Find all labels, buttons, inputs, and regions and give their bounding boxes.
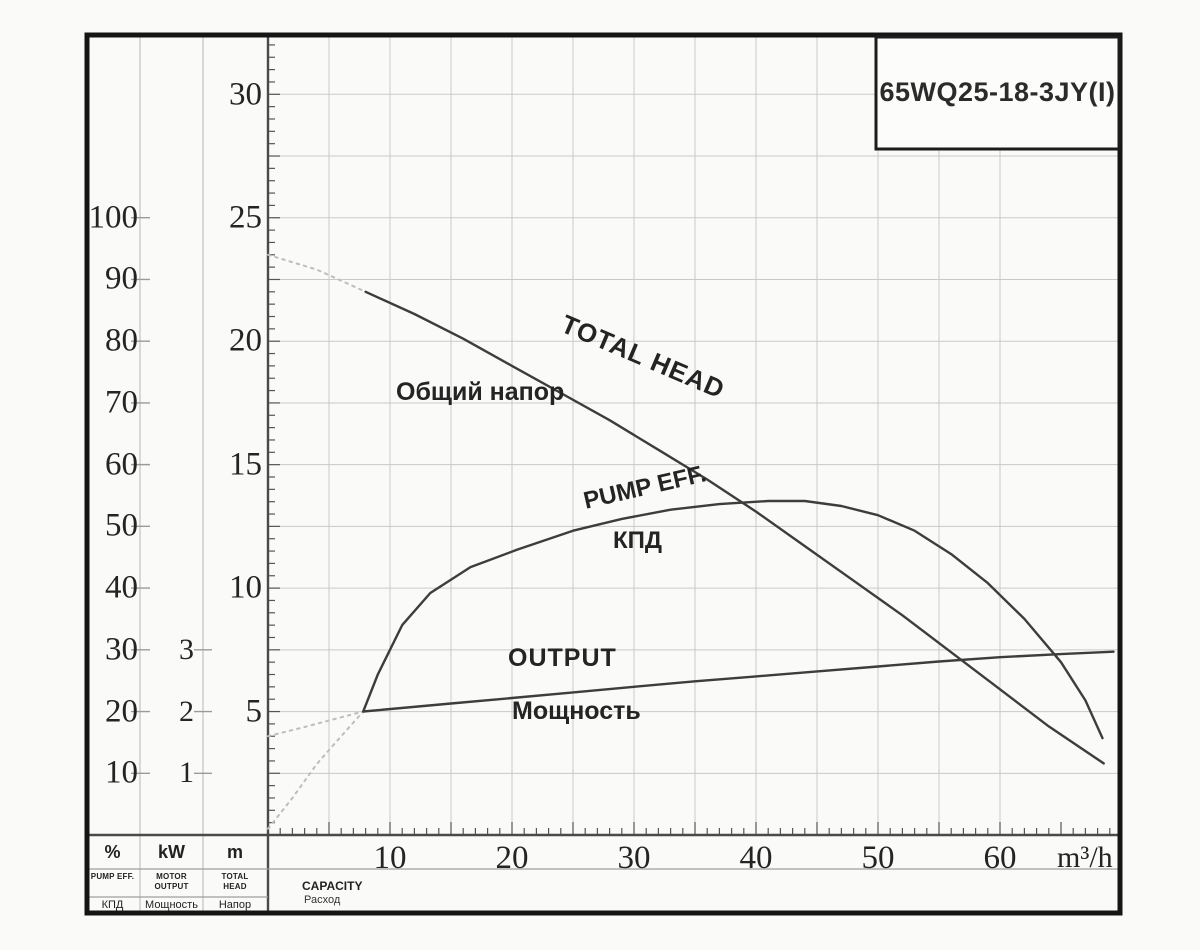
pct-tick-80: 80 <box>105 322 138 359</box>
output-label-en: OUTPUT <box>508 644 617 672</box>
total-head-label-ru: Общий напор <box>396 378 565 406</box>
x-tick-20: 20 <box>495 840 529 876</box>
pct-tick-100: 100 <box>88 199 139 236</box>
m-tick-20: 20 <box>229 322 262 359</box>
footer-ru-kpd: КПД <box>101 899 124 911</box>
curves <box>267 253 1115 830</box>
chart-border <box>84 32 1123 916</box>
curve-output-dotted-extension <box>267 710 365 738</box>
m-tick-15: 15 <box>229 446 262 483</box>
footer-en-total-head: TOTAL HEAD <box>221 872 249 891</box>
pump-eff-label-ru: КПД <box>613 527 662 554</box>
footer-ru-moshchnost: Мощность <box>145 899 198 911</box>
x-axis-unit: m³/h <box>1057 841 1113 874</box>
curve-total-head <box>364 290 1105 765</box>
model-title-box <box>874 35 1121 151</box>
m-tick-10: 10 <box>229 569 262 606</box>
model-number: 65WQ25-18-3JY(I) <box>879 77 1116 107</box>
x-tick-30: 30 <box>617 840 651 876</box>
pct-tick-10: 10 <box>105 754 138 791</box>
curve-pump-eff-dotted-extension <box>267 710 365 830</box>
x-tick-60: 60 <box>983 840 1017 876</box>
curve-output <box>362 650 1115 713</box>
gridlines <box>268 35 1120 835</box>
pct-tick-90: 90 <box>105 260 138 297</box>
x-tick-40: 40 <box>739 840 773 876</box>
footer-en-motor-output: MOTOR OUTPUT <box>154 872 189 891</box>
capacity-label-en: CAPACITY <box>302 879 363 893</box>
m-tick-30: 30 <box>229 76 262 113</box>
x-tick-50: 50 <box>861 840 895 876</box>
pct-tick-70: 70 <box>105 384 138 421</box>
kw-tick-2: 2 <box>179 695 194 728</box>
pct-tick-20: 20 <box>105 693 138 730</box>
m-tick-5: 5 <box>245 693 263 730</box>
kw-tick-3: 3 <box>179 633 194 666</box>
curve-total-head-dotted-extension <box>267 253 367 293</box>
x-tick-10: 10 <box>373 840 407 876</box>
pct-tick-50: 50 <box>105 507 138 544</box>
footer-symbol-percent: % <box>104 842 121 862</box>
kw-tick-1: 1 <box>179 756 194 789</box>
capacity-label-ru: Расход <box>304 894 341 906</box>
footer-en-pump-eff: PUMP EFF. <box>90 872 135 881</box>
output-label-ru: Мощность <box>512 697 641 725</box>
footer-ru-napor: Напор <box>218 899 252 911</box>
footer-symbol-m: m <box>226 842 243 862</box>
m-tick-25: 25 <box>229 199 262 236</box>
pct-tick-30: 30 <box>105 631 138 668</box>
pct-tick-60: 60 <box>105 446 138 483</box>
footer-symbol-kw: kW <box>158 842 185 862</box>
curve-pump-eff <box>362 499 1104 740</box>
pct-tick-40: 40 <box>105 569 138 606</box>
